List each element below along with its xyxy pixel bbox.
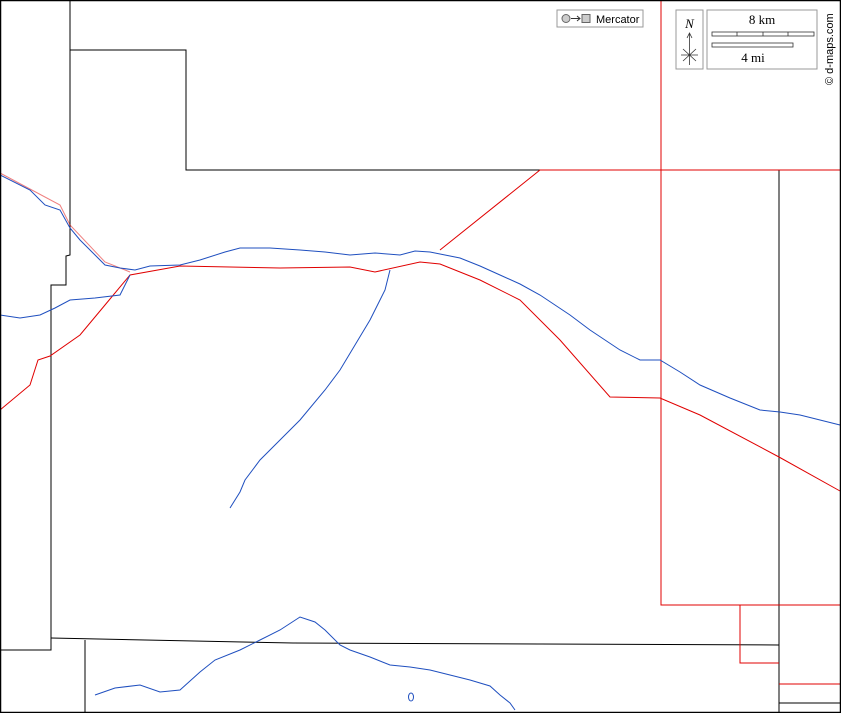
- lake: [408, 692, 414, 702]
- scale-bar: [711, 42, 794, 48]
- river: [0, 174, 841, 426]
- compass: [681, 32, 698, 65]
- map-icon: [581, 14, 591, 23]
- road: [0, 172, 131, 273]
- road: [439, 169, 840, 251]
- road: [0, 261, 841, 492]
- scale-box: [706, 9, 818, 70]
- scale-ticks: [736, 32, 789, 36]
- arrow-icon: [571, 15, 581, 22]
- credit: © d-maps.com: [824, 13, 836, 85]
- border: [778, 170, 840, 713]
- globe-icon: [561, 14, 571, 23]
- river: [229, 269, 391, 509]
- river: [0, 274, 131, 319]
- scale-mi: 4 mi: [741, 50, 765, 65]
- scale-km: 8 km: [749, 12, 775, 27]
- north-label: N: [684, 16, 695, 31]
- road: [660, 0, 840, 685]
- river: [94, 616, 516, 711]
- projection-box: [556, 9, 644, 28]
- border: [0, 0, 71, 651]
- projection-label: Mercator: [596, 14, 640, 26]
- border: [50, 637, 780, 646]
- border: [70, 49, 840, 171]
